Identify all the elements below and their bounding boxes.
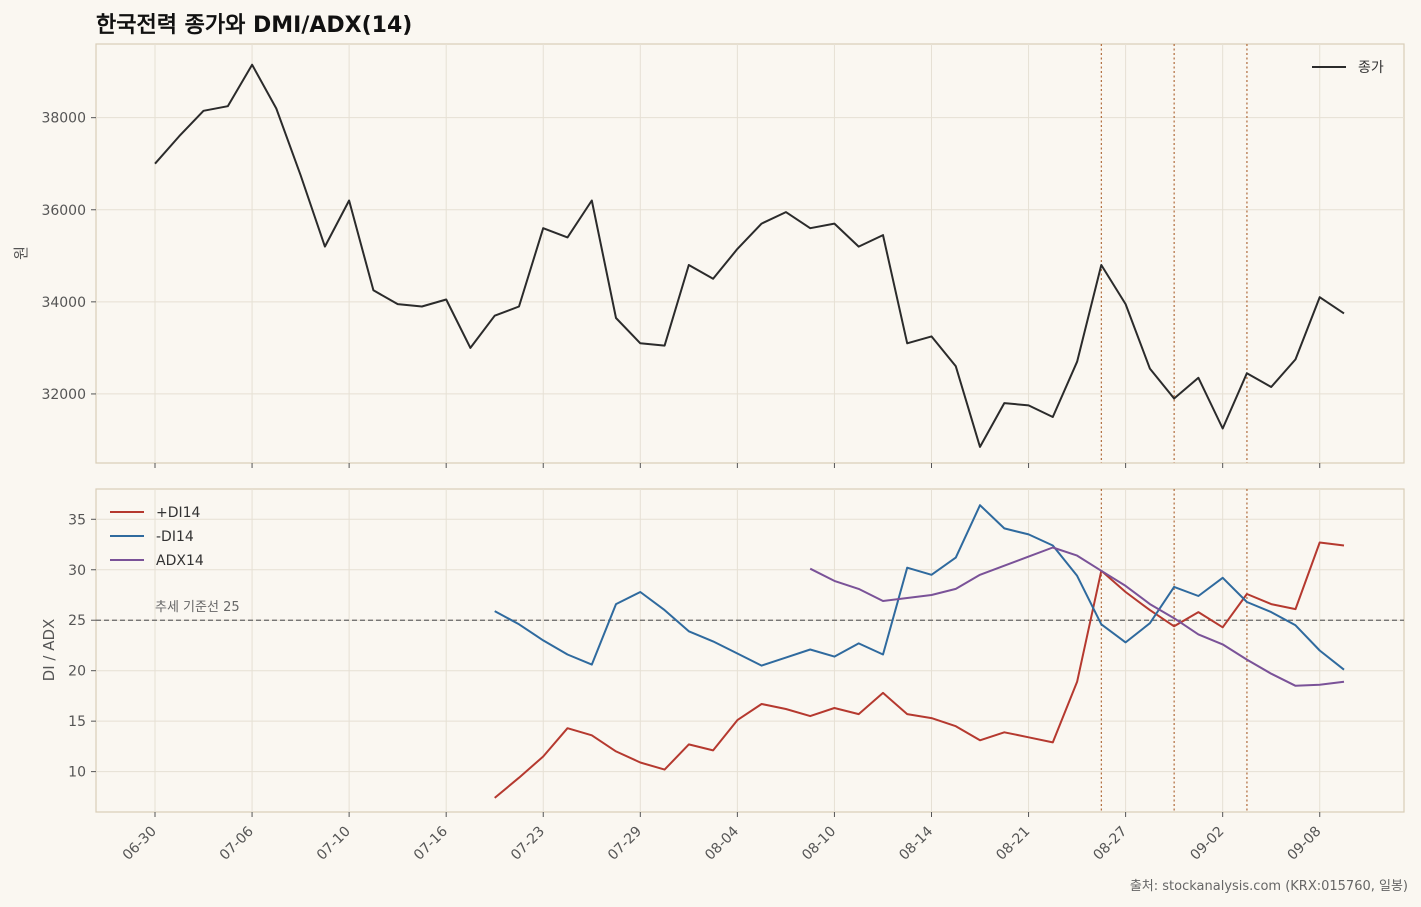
x-tick-label: 09-02 (1187, 824, 1227, 864)
x-tick-label: 07-10 (314, 824, 354, 864)
x-tick-label: 08-04 (702, 823, 742, 863)
x-tick-label: 08-21 (993, 824, 1033, 864)
plot-frame (95, 488, 1405, 813)
legend-label: 종가 (1358, 60, 1384, 76)
plot-frame (95, 43, 1405, 464)
y-tick-label: 32000 (41, 387, 86, 403)
x-tick-label: 09-08 (1284, 824, 1324, 864)
series-line-di14 (494, 504, 1345, 671)
x-tick-label: 08-10 (799, 824, 839, 864)
x-tick-label: 08-27 (1090, 824, 1130, 864)
y-tick-label: 36000 (41, 203, 86, 219)
y-tick-label: 35 (68, 512, 86, 528)
x-tick-label: 07-29 (605, 824, 645, 864)
series-line-adx14 (809, 546, 1345, 687)
series-line- (154, 63, 1345, 448)
y-tick-label: 15 (68, 714, 86, 730)
x-tick-label: 07-23 (508, 824, 548, 864)
price-panel: 32000 34000 36000 38000 원 종가 (12, 43, 1405, 468)
source-note: 출처: stockanalysis.com (KRX:015760, 일봉) (1130, 879, 1408, 894)
y-tick-label: 38000 (41, 111, 86, 127)
x-tick-label: 08-14 (896, 823, 936, 863)
y-axis-label: DI / ADX (40, 619, 58, 682)
y-axis-label: 원 (12, 246, 30, 260)
y-tick-label: 30 (68, 563, 86, 579)
legend-label: ADX14 (156, 553, 204, 569)
x-tick-label: 06-30 (120, 824, 160, 864)
y-tick-label: 34000 (41, 295, 86, 311)
y-tick-label: 25 (68, 613, 86, 629)
x-tick-label: 07-16 (411, 823, 451, 863)
x-tick-label: 07-06 (217, 823, 257, 863)
y-tick-label: 10 (68, 765, 86, 781)
reference-line-label: 추세 기준선 25 (155, 600, 240, 615)
series-line-di14 (494, 541, 1345, 799)
legend-label: +DI14 (156, 505, 201, 521)
dmi-panel: 10 15 20 25 30 35 06-30 07-06 07-10 07-16 07-23 07-… (40, 488, 1405, 864)
y-tick-label: 20 (68, 664, 86, 680)
chart-title: 한국전력 종가와 DMI/ADX(14) (96, 13, 412, 38)
legend-label: -DI14 (156, 529, 194, 545)
